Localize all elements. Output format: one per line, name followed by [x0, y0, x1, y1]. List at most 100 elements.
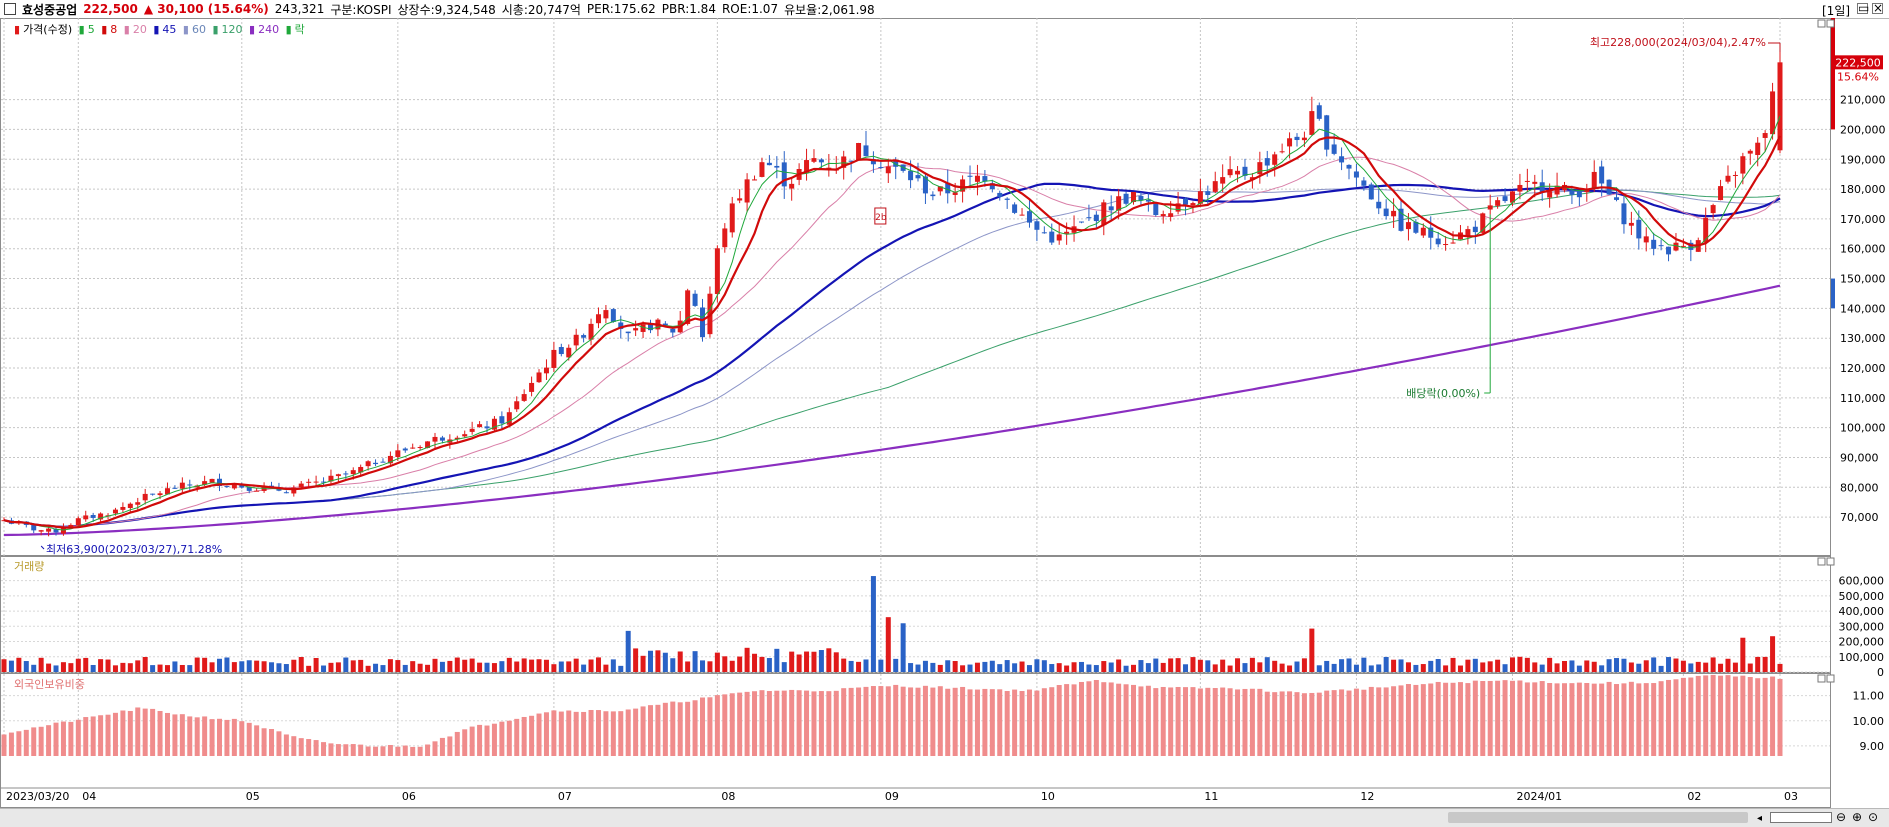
- foreign-bar: [313, 740, 319, 756]
- period-button[interactable]: [1일]: [1822, 4, 1851, 18]
- candle-body: [1762, 133, 1768, 138]
- foreign-bar: [239, 721, 245, 756]
- volume-bar: [83, 657, 89, 672]
- horizontal-scrollbar[interactable]: [1448, 812, 1748, 823]
- stock-header: 효성중공업 222,500 ▲ 30,100 (15.64%) 243,321 …: [0, 0, 1889, 19]
- volume-bar: [848, 660, 854, 672]
- volume-bar: [1680, 660, 1686, 672]
- volume-bar: [1703, 662, 1709, 672]
- foreign-bar: [529, 715, 535, 756]
- foreign-bar: [1368, 686, 1374, 756]
- zoom-in-icon[interactable]: ⊕: [1852, 810, 1863, 824]
- candle-body: [439, 437, 445, 441]
- foreign-bar: [1591, 683, 1597, 756]
- stock-name: 효성중공업: [22, 2, 78, 17]
- legend-ma8[interactable]: 8: [110, 23, 118, 36]
- candle-body: [1049, 231, 1055, 243]
- foreign-bar: [662, 702, 668, 756]
- market-cap: 시총:20,747억: [501, 2, 581, 17]
- foreign-bar: [477, 724, 483, 756]
- x-axis-label: 09: [885, 790, 899, 803]
- volume-bar: [1740, 637, 1746, 672]
- pane-close-icon: [1826, 19, 1835, 28]
- legend-ma120[interactable]: 120: [221, 23, 243, 36]
- candle-body: [997, 192, 1003, 197]
- volume-bar: [1413, 664, 1419, 672]
- legend-ma240[interactable]: 240: [258, 23, 280, 36]
- foreign-bar: [729, 693, 735, 756]
- volume-bar: [1361, 657, 1367, 672]
- candle-body: [573, 334, 579, 346]
- volume-bar: [974, 662, 980, 672]
- last-price-label: 222,500: [1835, 56, 1881, 69]
- foreign-bar: [647, 705, 653, 756]
- candle-body: [529, 382, 535, 392]
- volume-bar: [194, 657, 200, 672]
- volume-bar: [112, 665, 118, 672]
- x-axis-label: 11: [1204, 790, 1218, 803]
- candle-body: [922, 176, 928, 194]
- volume-bar: [187, 665, 193, 672]
- volume-bar: [1123, 665, 1129, 672]
- volume-bar: [700, 660, 706, 672]
- legend-price[interactable]: 가격(수정): [23, 23, 73, 36]
- candle-body: [506, 412, 512, 425]
- candle-body: [1257, 162, 1263, 175]
- foreign-bar: [484, 725, 490, 756]
- candle-body: [581, 335, 587, 338]
- candle-body: [826, 167, 832, 169]
- listed-shares: 상장수:9,324,548: [397, 2, 496, 17]
- foreign-bar: [499, 721, 505, 756]
- foreign-bar: [291, 736, 297, 756]
- volume-bar: [1227, 665, 1233, 672]
- volume-bar: [1487, 661, 1493, 672]
- volume-bar: [127, 663, 133, 672]
- price-tick-label: 160,000: [1840, 243, 1886, 256]
- foreign-bar: [164, 712, 170, 756]
- candle-body: [1026, 211, 1032, 223]
- zoom-reset-icon[interactable]: ⊙: [1868, 810, 1879, 824]
- zoom-slider[interactable]: [1770, 812, 1832, 823]
- volume-bar: [900, 623, 906, 672]
- pane-close-icon: [1826, 674, 1835, 683]
- candle-body: [469, 428, 475, 432]
- foreign-bar: [1718, 675, 1724, 756]
- volume-bar: [387, 659, 393, 672]
- current-price: 222,500: [83, 2, 138, 16]
- restore-window-icon[interactable]: ▭: [1857, 1, 1870, 15]
- foreign-bar: [566, 710, 572, 756]
- legend-ma5[interactable]: 5: [87, 23, 95, 36]
- foreign-bar: [1153, 688, 1159, 756]
- foreign-tick-label: 9.00: [1860, 740, 1885, 753]
- zoom-out-icon[interactable]: ⊖: [1836, 810, 1847, 824]
- legend-ex[interactable]: 락: [294, 23, 305, 36]
- candle-body: [1197, 191, 1203, 204]
- close-window-icon[interactable]: ×: [1872, 1, 1884, 15]
- volume-bar: [68, 663, 74, 672]
- volume-bar: [774, 648, 780, 672]
- price-tick-label: 140,000: [1840, 302, 1886, 315]
- candle-body: [1041, 232, 1047, 234]
- candle-body: [989, 183, 995, 190]
- candle-body: [752, 179, 758, 181]
- stock-chart[interactable]: 210,000 200,000 190,000 180,000 170,000 160,0…: [0, 18, 1889, 808]
- legend-ma45[interactable]: 45: [162, 23, 177, 36]
- select-checkbox[interactable]: [4, 3, 16, 15]
- candle-body: [1353, 171, 1359, 178]
- foreign-bar: [1732, 676, 1738, 756]
- pane-max-icon: [1817, 674, 1826, 683]
- foreign-bar: [677, 702, 683, 756]
- foreign-bar: [269, 729, 275, 756]
- legend-ma20[interactable]: 20: [132, 23, 147, 36]
- volume-bar: [1220, 659, 1226, 672]
- price-tick-label: 120,000: [1840, 362, 1886, 375]
- price-tick-label: 210,000: [1840, 94, 1886, 107]
- foreign-bar: [1532, 682, 1538, 756]
- scroll-left-icon[interactable]: ◂: [1757, 813, 1763, 824]
- foreign-bar: [83, 717, 89, 756]
- foreign-bar: [1710, 674, 1716, 756]
- candle-body: [1420, 227, 1426, 236]
- legend-ma60[interactable]: 60: [191, 23, 206, 36]
- foreign-bar: [1680, 677, 1686, 756]
- foreign-bar: [922, 685, 928, 756]
